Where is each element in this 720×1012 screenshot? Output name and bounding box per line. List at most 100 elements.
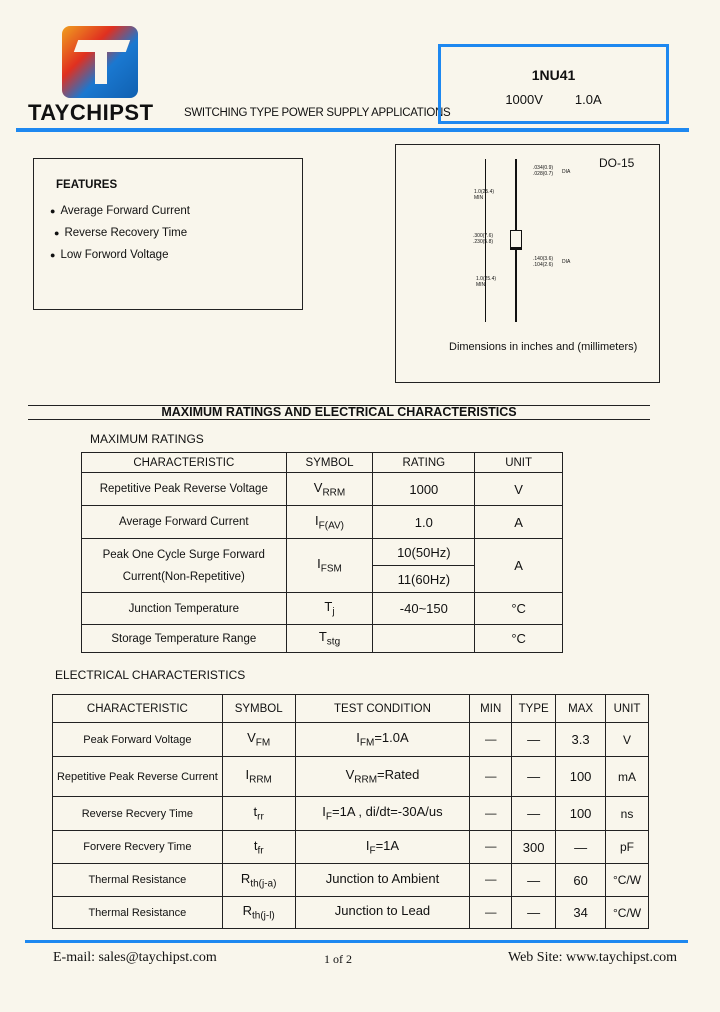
cell: 11(60Hz) <box>372 565 476 593</box>
header-cell: CHARACTERISTIC <box>81 452 287 473</box>
cell: Peak One Cycle Surge Forward Current(Non-… <box>81 538 287 593</box>
table-row: Thermal Resistance Rth(j-l) Junction to … <box>52 896 649 929</box>
package-caption: Dimensions in inches and (millimeters) <box>449 341 638 353</box>
features-title: FEATURES <box>56 179 118 191</box>
cell: 300 <box>511 830 557 864</box>
cell: — <box>511 796 557 831</box>
dim-text: 1.0(25.4) <box>476 276 497 282</box>
header-cell: UNIT <box>605 694 649 723</box>
electrical-title: ELECTRICAL CHARACTERISTICS <box>55 668 246 682</box>
diode-body <box>510 230 522 250</box>
header-divider <box>16 128 689 132</box>
cell: Storage Temperature Range <box>81 624 287 653</box>
package-diagram: DO-15 .034(0.9) .028(0.7) DIA 1.0(25.4) MI… <box>395 144 660 383</box>
cell: Repetitive Peak Reverse Voltage <box>81 472 287 506</box>
symbol-cell: IF(AV) <box>285 505 374 539</box>
table-row: Peak Forward Voltage VFM IFM=1.0A — — 3.… <box>52 722 649 757</box>
feature-item: Reverse Recovery Time <box>50 227 302 249</box>
cell: °C <box>474 592 563 625</box>
table-header-row: CHARACTERISTIC SYMBOL RATING UNIT <box>81 452 563 473</box>
feature-item: Average Forward Current <box>50 205 302 227</box>
section-header: MAXIMUM RATINGS AND ELECTRICAL CHARACTER… <box>28 405 650 420</box>
header-cell: TEST CONDITION <box>294 694 471 723</box>
condition-cell: IF=1A , di/dt=-30A/us <box>294 796 471 831</box>
cell: — <box>469 756 513 797</box>
header-cell: CHARACTERISTIC <box>52 694 223 723</box>
cell: Average Forward Current <box>81 505 287 539</box>
max-ratings-title: MAXIMUM RATINGS <box>90 432 204 446</box>
table-row: Repetitive Peak Reverse Current IRRM VRR… <box>52 756 649 797</box>
dim-text: .300(7.6) <box>473 233 494 239</box>
cell: pF <box>605 830 649 864</box>
header-cell: TYPE <box>511 694 557 723</box>
cell: — <box>469 796 513 831</box>
cell: V <box>605 722 649 757</box>
header-cell: SYMBOL <box>285 452 374 473</box>
cell: °C/W <box>605 863 649 897</box>
cell: A <box>474 505 563 539</box>
header-cell: RATING <box>372 452 476 473</box>
cell: — <box>511 863 557 897</box>
footer-divider <box>25 940 688 943</box>
package-name: DO-15 <box>599 156 635 170</box>
cell: Forvere Recvery Time <box>52 830 223 864</box>
cell: — <box>555 830 607 864</box>
cell: Junction Temperature <box>81 592 287 625</box>
dim-text: 1.0(25.4) <box>474 189 495 195</box>
cell: — <box>469 863 513 897</box>
cell: A <box>474 538 563 593</box>
cell: °C <box>474 624 563 653</box>
symbol-cell: IRRM <box>221 756 296 797</box>
cell: Peak Forward Voltage <box>52 722 223 757</box>
cell: Thermal Resistance <box>52 896 223 929</box>
table-row: Repetitive Peak Reverse Voltage VRRM 1000 V <box>81 472 563 506</box>
features-box: FEATURES Average Forward Current Reverse… <box>33 158 303 310</box>
cell: — <box>469 830 513 864</box>
symbol-cell: tfr <box>221 830 296 864</box>
condition-cell: IFM=1.0A <box>294 722 471 757</box>
dim-text: .140(3.6) <box>533 256 554 262</box>
header-cell: UNIT <box>474 452 563 473</box>
table-header-row: CHARACTERISTIC SYMBOL TEST CONDITION MIN TYP… <box>52 694 649 723</box>
feature-item: Low Forword Voltage <box>50 249 302 271</box>
table-row: Peak One Cycle Surge Forward Current(Non-… <box>81 538 563 593</box>
symbol-cell: IFSM <box>285 538 374 593</box>
cell: 1.0 <box>372 505 476 539</box>
table-row: Average Forward Current IF(AV) 1.0 A <box>81 505 563 539</box>
cell: 34 <box>555 896 607 929</box>
voltage-rating: 1000V <box>505 92 543 107</box>
cell: — <box>469 896 513 929</box>
header-cell: SYMBOL <box>221 694 296 723</box>
tagline: SWITCHING TYPE POWER SUPPLY APPLICATIONS <box>184 107 451 119</box>
cell: Reverse Recvery Time <box>52 796 223 831</box>
part-number: 1NU41 <box>531 67 576 83</box>
condition-cell: VRRM=Rated <box>294 756 471 797</box>
cell: — <box>511 896 557 929</box>
cell: — <box>511 756 557 797</box>
cell: mA <box>605 756 649 797</box>
table-row: Thermal Resistance Rth(j-a) Junction to … <box>52 863 649 897</box>
symbol-cell: VRRM <box>285 472 374 506</box>
cell: — <box>469 722 513 757</box>
page-number: 1 of 2 <box>324 952 352 966</box>
symbol-cell: Tstg <box>285 624 374 653</box>
condition-cell: Junction to Ambient <box>294 863 471 897</box>
cell: 100 <box>555 756 607 797</box>
condition-cell: Junction to Lead <box>294 896 471 929</box>
cell: °C/W <box>605 896 649 929</box>
cell <box>372 624 476 653</box>
symbol-cell: Rth(j-l) <box>221 896 296 929</box>
cell: 60 <box>555 863 607 897</box>
header-cell: MAX <box>555 694 607 723</box>
dim-text: .034(0.9) <box>533 165 554 171</box>
dim-text: .028(0.7) <box>533 171 554 177</box>
cell: Repetitive Peak Reverse Current <box>52 756 223 797</box>
footer-website: Web Site: www.taychipst.com <box>508 950 678 965</box>
symbol-cell: Rth(j-a) <box>221 863 296 897</box>
table-row: Junction Temperature Tj -40~150 °C <box>81 592 563 625</box>
cell: Thermal Resistance <box>52 863 223 897</box>
dimension-line <box>485 159 486 322</box>
cell: — <box>511 722 557 757</box>
dim-text: MIN <box>474 195 484 201</box>
cell: 3.3 <box>555 722 607 757</box>
